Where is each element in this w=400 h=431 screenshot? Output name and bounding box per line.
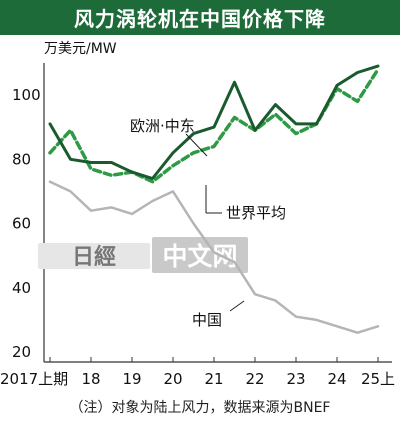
y-tick-label: 100 [12,86,41,104]
x-tick-label: 19 [122,370,141,388]
y-tick-label: 60 [12,215,31,233]
y-axis-label: 万美元/MW [44,41,117,57]
y-tick-label: 20 [12,343,31,361]
series-label-world: 世界平均 [226,204,286,222]
series-label-china: 中国 [192,311,222,329]
chart-area: 万美元/MW 20 40 60 80 100 2017上期 18 19 20 21 22 23 24 25上… [0,35,400,427]
watermark-logo-box [38,243,150,269]
x-tick-label: 20 [163,370,182,388]
china-leader-line [229,300,245,312]
series-label-europe: 欧洲·中东 [130,117,195,135]
series-europe-middle-east-line [48,64,380,180]
x-tick-label: 21 [204,370,223,388]
chart-title: 风力涡轮机在中国价格下降 [74,7,326,31]
watermark-text: 中文网 [162,242,237,271]
series-china-line [48,180,380,334]
x-tick-label: 2017上期 [0,370,68,388]
x-tick-label: 23 [286,370,305,388]
chart-title-bar: 风力涡轮机在中国价格下降 [0,0,400,35]
x-tick-label: 25上 [361,370,395,388]
footnote: （注）对象为陆上风力，数据来源为BNEF [69,400,331,416]
watermark-logo: 日經 [72,244,116,270]
europe-leader-line [185,133,208,157]
series-world-average-line [48,67,380,184]
x-tick-label: 22 [245,370,264,388]
line-chart: 万美元/MW 20 40 60 80 100 2017上期 18 19 20 21 22 23 24 25上… [0,41,395,388]
y-tick-label: 40 [12,279,31,297]
x-tick-label: 18 [81,370,100,388]
watermark-text-box [152,237,248,273]
x-tick-label: 24 [327,370,346,388]
y-tick-label: 80 [12,150,31,168]
